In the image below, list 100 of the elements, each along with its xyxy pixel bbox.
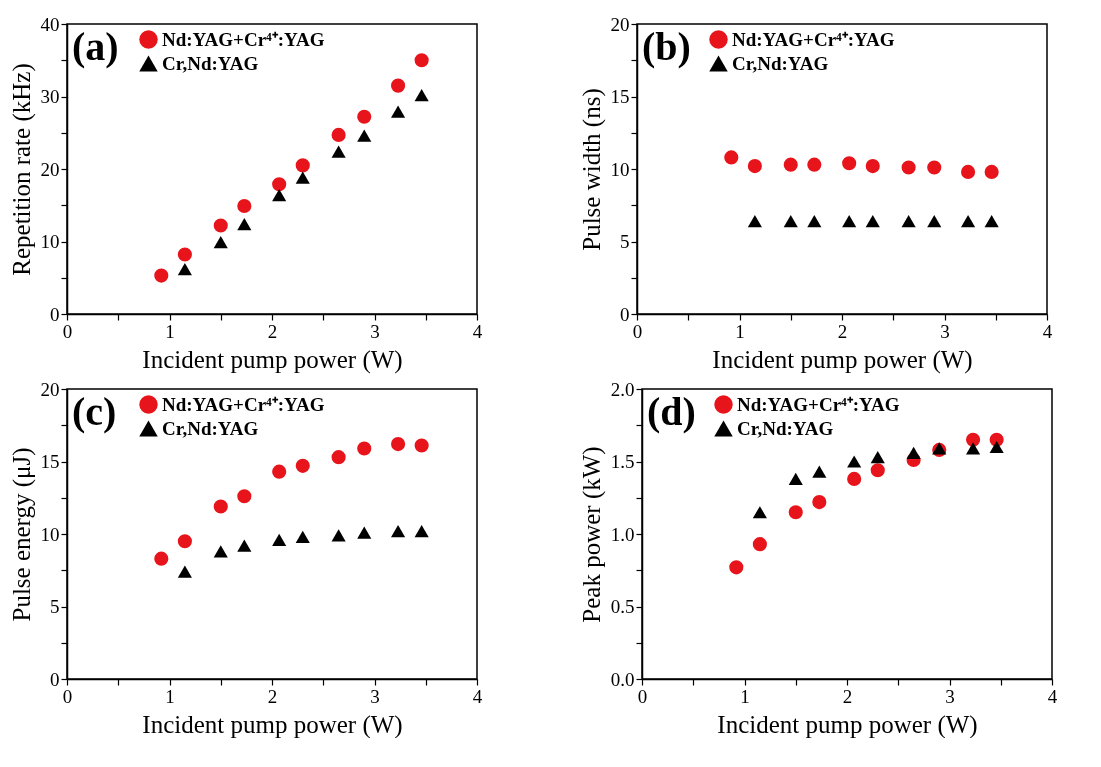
point: [357, 129, 372, 142]
y-tick-label: 10: [610, 158, 630, 180]
x-tick-label: 2: [837, 320, 848, 342]
point: [391, 524, 406, 538]
point: [747, 159, 762, 174]
point: [391, 437, 406, 452]
y-tick-label: 10: [40, 231, 60, 252]
point: [966, 432, 981, 447]
point: [966, 442, 981, 455]
point: [272, 533, 287, 546]
x-tick-label: 2: [842, 685, 853, 707]
point: [237, 217, 252, 231]
point: [747, 215, 762, 228]
point: [812, 465, 827, 478]
point: [213, 218, 228, 233]
legend-label: Nd:YAG+Cr⁴⁺:YAG: [737, 393, 900, 415]
point: [807, 215, 822, 228]
annotation: (c): [72, 389, 117, 434]
annotation: (a): [72, 24, 119, 69]
point: [357, 109, 372, 124]
point: [901, 215, 916, 228]
point: [414, 524, 429, 538]
y-tick-label: 15: [40, 451, 60, 472]
y-axis-title: Peak power (kW): [577, 446, 606, 623]
point: [847, 455, 862, 468]
point: [357, 526, 372, 539]
point: [783, 215, 798, 228]
y-tick-label: 1.0: [610, 523, 635, 545]
point: [331, 450, 346, 465]
x-axis-title: Incident pump power (W): [142, 710, 403, 739]
point: [414, 438, 429, 453]
point: [414, 88, 429, 102]
y-tick-label: 0: [50, 303, 60, 325]
point: [295, 171, 310, 184]
point: [842, 215, 857, 228]
point: [870, 463, 885, 478]
x-tick-label: 4: [472, 320, 483, 342]
y-tick-label: 20: [40, 158, 60, 180]
x-tick-label: 4: [472, 685, 483, 707]
legend-label: Cr,Nd:YAG: [162, 417, 259, 439]
point: [331, 145, 346, 158]
point: [927, 215, 942, 228]
point: [865, 215, 880, 228]
point: [788, 472, 803, 486]
point: [237, 489, 252, 504]
point: [812, 495, 827, 510]
x-tick-label: 3: [940, 320, 950, 342]
point: [752, 506, 767, 519]
y-tick-label: 2.0: [610, 378, 635, 400]
y-tick-label: 40: [40, 13, 60, 35]
point: [295, 158, 310, 173]
point: [272, 464, 287, 479]
point: [788, 505, 803, 520]
point: [961, 164, 976, 179]
annotation: (d): [647, 389, 696, 434]
y-tick-label: 0: [50, 668, 60, 690]
point: [729, 560, 744, 575]
point: [237, 539, 252, 552]
point: [414, 53, 429, 68]
point: [213, 545, 228, 558]
x-tick-label: 4: [1042, 320, 1053, 342]
legend-label: Nd:YAG+Cr⁴⁺:YAG: [162, 28, 325, 50]
point: [865, 159, 880, 174]
point: [989, 440, 1004, 454]
y-tick-label: 10: [40, 523, 60, 545]
y-tick-label: 20: [40, 378, 60, 400]
point: [901, 160, 916, 175]
point: [984, 164, 999, 179]
x-tick-label: 4: [1047, 685, 1058, 707]
point: [870, 451, 885, 464]
y-tick-label: 20: [610, 13, 630, 35]
x-axis-title: Incident pump power (W): [717, 710, 978, 739]
y-axis-title: Repetition rate (kHz): [7, 63, 36, 276]
point: [177, 247, 192, 262]
point: [984, 215, 999, 228]
x-tick-label: 1: [740, 685, 750, 707]
point: [154, 268, 169, 283]
x-axis-title: Incident pump power (W): [712, 345, 973, 374]
point: [724, 150, 739, 165]
y-tick-label: 0.5: [610, 596, 635, 617]
x-tick-label: 2: [267, 320, 278, 342]
y-tick-label: 0.0: [610, 668, 635, 690]
x-tick-label: 3: [370, 685, 380, 707]
x-tick-label: 3: [945, 685, 955, 707]
y-tick-label: 1.5: [610, 451, 635, 472]
point: [842, 156, 857, 171]
annotation: (b): [642, 24, 691, 69]
point: [331, 529, 346, 542]
point: [213, 499, 228, 514]
point: [213, 236, 228, 249]
x-tick-label: 1: [165, 320, 175, 342]
x-tick-label: 1: [165, 685, 175, 707]
y-tick-label: 30: [40, 86, 60, 107]
point: [391, 78, 406, 93]
y-tick-label: 0: [620, 303, 630, 325]
point: [177, 565, 192, 578]
point: [272, 188, 287, 202]
point: [752, 537, 767, 552]
point: [961, 215, 976, 228]
y-tick-label: 5: [620, 231, 630, 252]
